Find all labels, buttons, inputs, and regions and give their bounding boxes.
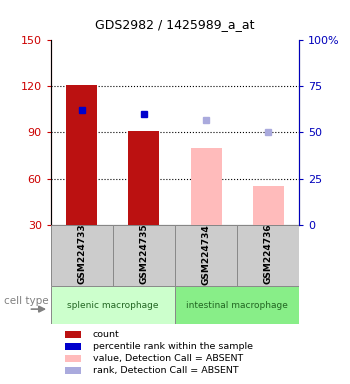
Text: GSM224735: GSM224735 (139, 224, 148, 285)
FancyBboxPatch shape (175, 286, 299, 324)
Text: count: count (93, 329, 119, 339)
Text: value, Detection Call = ABSENT: value, Detection Call = ABSENT (93, 354, 243, 363)
Bar (66, 85, 97, 225)
Bar (128, 131, 160, 225)
FancyBboxPatch shape (175, 225, 237, 286)
Text: GDS2982 / 1425989_a_at: GDS2982 / 1425989_a_at (95, 18, 255, 31)
Text: GSM224736: GSM224736 (264, 224, 273, 285)
Text: GSM224733: GSM224733 (77, 224, 86, 285)
FancyBboxPatch shape (113, 225, 175, 286)
Text: splenic macrophage: splenic macrophage (67, 301, 159, 310)
Bar (190, 148, 222, 225)
Text: GSM224734: GSM224734 (202, 224, 211, 285)
Text: intestinal macrophage: intestinal macrophage (186, 301, 288, 310)
Text: cell type: cell type (4, 296, 48, 306)
FancyBboxPatch shape (237, 225, 299, 286)
Text: percentile rank within the sample: percentile rank within the sample (93, 342, 253, 351)
FancyBboxPatch shape (51, 225, 113, 286)
Bar (253, 186, 284, 225)
Text: rank, Detection Call = ABSENT: rank, Detection Call = ABSENT (93, 366, 238, 376)
FancyBboxPatch shape (51, 286, 175, 324)
